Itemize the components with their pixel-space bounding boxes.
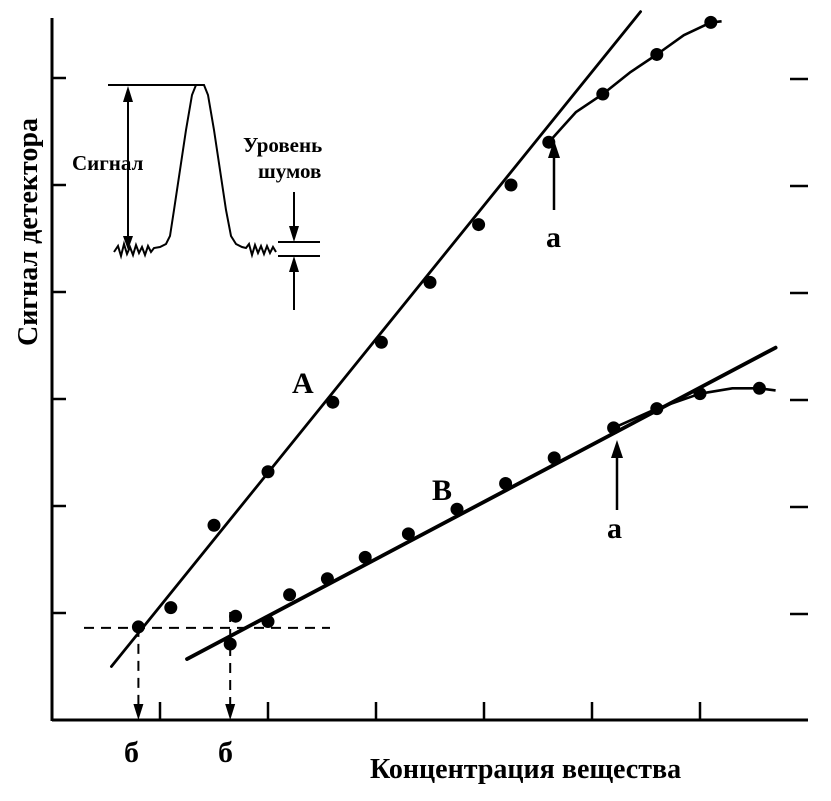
data-point-A (207, 518, 221, 532)
detection-A-label: б (124, 736, 139, 769)
data-point-A (423, 275, 437, 289)
data-point-B (320, 572, 334, 586)
inset-noise-label-line2: шумов (258, 159, 321, 183)
detection-limit-guides (84, 612, 330, 720)
y-ticks-right (790, 77, 808, 616)
data-point-B (607, 421, 621, 435)
data-point-A (504, 178, 518, 192)
inset-noise-label-line1: Уровень (243, 133, 322, 157)
line-A-label: A (292, 367, 314, 400)
data-point-B (358, 550, 372, 564)
data-point-B (401, 527, 415, 541)
inset-peak-trace (113, 84, 277, 260)
data-point-B (752, 381, 766, 395)
detection-A-arrowhead (133, 704, 144, 720)
data-point-A (542, 135, 556, 149)
data-point-B (547, 451, 561, 465)
x-axis-title: Концентрация вещества (370, 754, 681, 785)
data-point-A (374, 335, 388, 349)
data-point-A (326, 395, 340, 409)
inset-signal-arrow-up (123, 86, 133, 102)
detection-B-arrowhead (225, 704, 236, 720)
data-point-A (164, 601, 178, 615)
limit-B-arrow (611, 440, 623, 510)
detection-B-label: б (218, 736, 233, 769)
x-ticks (158, 702, 702, 720)
data-point-A (261, 465, 275, 479)
data-point-B (499, 477, 513, 491)
data-point-B (223, 637, 237, 651)
data-point-B (229, 609, 243, 623)
inset-signal-noise: Сигнал Уровень шумов (72, 84, 322, 310)
data-point-B (450, 502, 464, 516)
data-point-B (693, 387, 707, 401)
saturation-curve-A (547, 20, 722, 144)
inset-signal-label: Сигнал (72, 151, 144, 175)
fit-line-B (185, 345, 778, 661)
series-B (185, 345, 778, 661)
limit-B-label: а (607, 512, 622, 545)
data-point-B (283, 588, 297, 602)
data-point-A (704, 15, 718, 29)
line-B-label: B (432, 474, 452, 507)
data-point-A (596, 87, 610, 101)
limit-A-label: а (546, 221, 561, 254)
data-point-A (650, 47, 664, 61)
data-point-A (472, 218, 486, 232)
data-point-A (131, 620, 145, 634)
inset-signal-arrow-down (123, 236, 133, 250)
y-ticks-left (52, 76, 66, 615)
axes (50, 18, 808, 722)
data-point-B (650, 402, 664, 416)
y-axis-title: Сигнал детектора (13, 118, 44, 346)
limit-A-arrow (548, 140, 560, 210)
data-point-B (261, 615, 275, 629)
series-A (110, 10, 722, 668)
